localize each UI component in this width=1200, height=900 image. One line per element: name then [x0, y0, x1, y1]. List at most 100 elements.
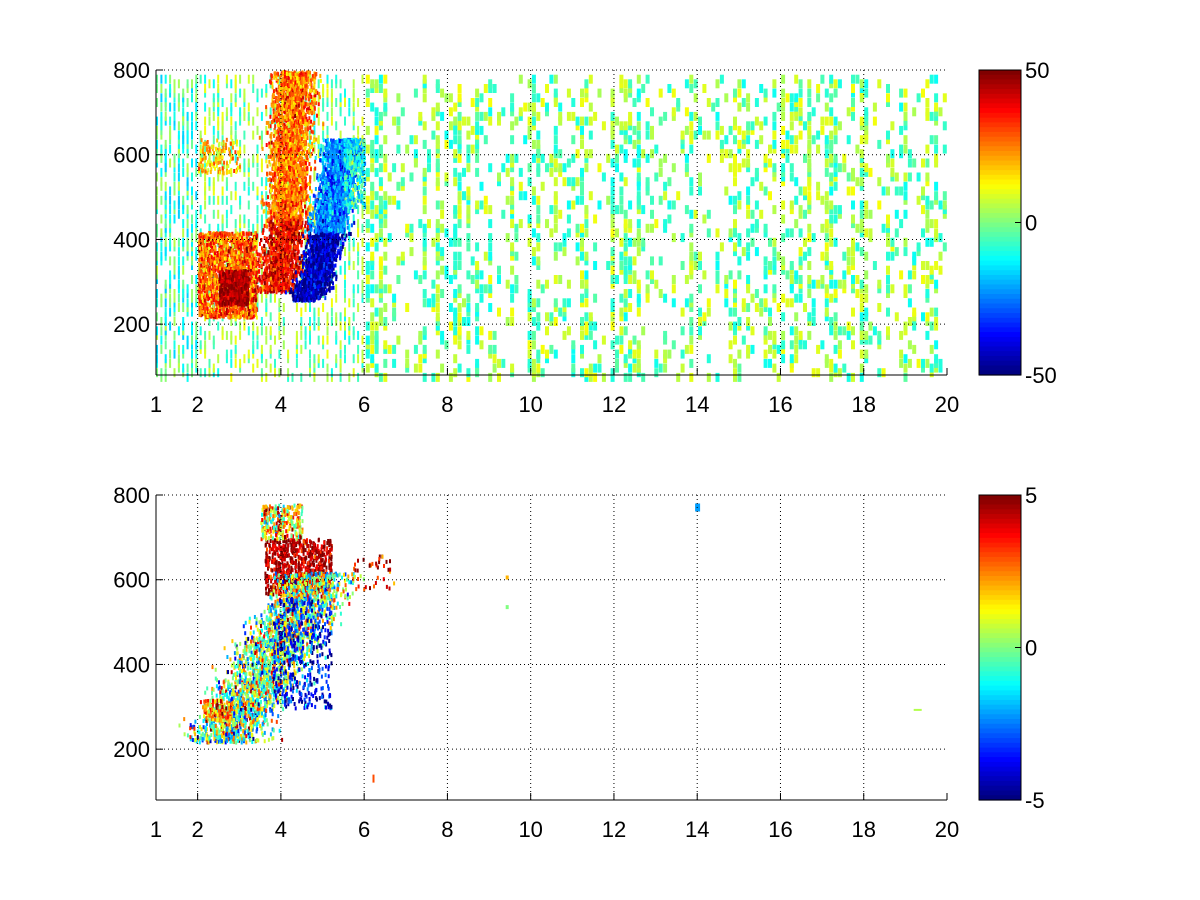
- heatmap-cell: [186, 209, 189, 219]
- heatmap-cell: [746, 251, 751, 261]
- heatmap-cell: [195, 293, 198, 303]
- heatmap-cell: [684, 163, 689, 173]
- heatmap-cell: [383, 200, 388, 210]
- heatmap-cell: [186, 372, 189, 382]
- heatmap-cell: [202, 282, 205, 287]
- heatmap-cell: [453, 368, 458, 378]
- heatmap-cell: [829, 93, 834, 103]
- heatmap-cell: [864, 167, 869, 177]
- heatmap-cell: [348, 223, 351, 233]
- heatmap-cell: [899, 102, 904, 112]
- heatmap-cell: [156, 74, 158, 84]
- heatmap-cell: [309, 298, 311, 308]
- heatmap-cell: [864, 135, 869, 145]
- heatmap-cell: [309, 358, 311, 368]
- heatmap-cell: [580, 172, 584, 182]
- heatmap-cell: [235, 314, 238, 319]
- heatmap-cell: [422, 372, 427, 382]
- heatmap-cell: [413, 363, 418, 373]
- heatmap-cell: [269, 363, 272, 373]
- heatmap-cell: [457, 363, 462, 373]
- heatmap-cell: [217, 98, 220, 107]
- heatmap-cell: [173, 121, 176, 131]
- heatmap-cell: [227, 249, 230, 254]
- heatmap-cell: [588, 363, 593, 373]
- heatmap-cell: [255, 259, 258, 264]
- heatmap-cell: [558, 307, 563, 317]
- heatmap-cell: [584, 116, 589, 126]
- heatmap-cell: [344, 116, 346, 126]
- heatmap-cell: [339, 312, 342, 322]
- heatmap-cell: [212, 93, 215, 103]
- heatmap-cell: [789, 205, 794, 215]
- heatmap-cell: [383, 372, 388, 382]
- heatmap-cell: [254, 302, 257, 307]
- heatmap-cell: [422, 326, 427, 336]
- heatmap-cell: [479, 200, 484, 210]
- heatmap-cell: [619, 293, 624, 303]
- heatmap-cell: [383, 284, 388, 294]
- heatmap-cell: [593, 111, 598, 121]
- heatmap-cell: [252, 247, 255, 257]
- heatmap-cell: [623, 298, 628, 308]
- heatmap-cell: [198, 248, 201, 253]
- heatmap-cell: [177, 326, 180, 336]
- heatmap-cell: [207, 296, 210, 301]
- heatmap-cell: [553, 74, 558, 84]
- heatmap-cell: [232, 310, 235, 315]
- heatmap-cell: [829, 293, 834, 303]
- heatmap-cell: [457, 237, 462, 247]
- heatmap-cell: [536, 139, 541, 149]
- heatmap-cell: [335, 121, 338, 131]
- heatmap-cell: [383, 74, 388, 84]
- heatmap-cell: [658, 116, 663, 126]
- heatmap-cell: [531, 153, 536, 163]
- heatmap-cell: [610, 247, 615, 257]
- heatmap-cell: [619, 251, 624, 261]
- heatmap-cell: [182, 344, 185, 354]
- heatmap-cell: [265, 191, 268, 201]
- heatmap-cell: [221, 121, 224, 131]
- heatmap-cell: [204, 102, 207, 112]
- heatmap-cell: [212, 368, 215, 378]
- heatmap-cell: [671, 88, 676, 98]
- heatmap-cell: [488, 275, 493, 284]
- heatmap-cell: [903, 237, 908, 247]
- heatmap-cell: [214, 315, 217, 320]
- heatmap-cell: [247, 177, 250, 187]
- heatmap-cell: [610, 298, 615, 308]
- heatmap-cell: [636, 284, 641, 294]
- heatmap-cell: [728, 321, 733, 331]
- heatmap-cell: [186, 135, 189, 145]
- heatmap-cell: [763, 223, 768, 233]
- heatmap-cell: [864, 228, 869, 238]
- heatmap-cell: [636, 144, 641, 154]
- heatmap-cell: [453, 125, 458, 135]
- heatmap-cell: [798, 340, 803, 350]
- heatmap-cell: [418, 111, 423, 121]
- heatmap-cell: [934, 158, 939, 168]
- heatmap-cell: [566, 228, 571, 238]
- heatmap-cell: [435, 270, 440, 280]
- heatmap-cell: [610, 307, 615, 317]
- heatmap-cell: [224, 243, 227, 248]
- heatmap-cell: [169, 130, 172, 140]
- heatmap-cell: [772, 335, 777, 345]
- heatmap-cell: [431, 303, 436, 312]
- heatmap-cell: [929, 307, 934, 317]
- heatmap-cell: [247, 326, 250, 336]
- heatmap-cell: [156, 251, 158, 261]
- heatmap-cell: [545, 219, 549, 229]
- heatmap-cell: [203, 267, 206, 272]
- heatmap-cell: [768, 317, 772, 326]
- heatmap-cell: [195, 247, 198, 257]
- heatmap-cell: [191, 93, 193, 103]
- heatmap-cell: [575, 256, 580, 266]
- heatmap-cell: [202, 272, 205, 277]
- heatmap-cell: [205, 235, 208, 240]
- heatmap-cell: [903, 191, 908, 201]
- heatmap-cell: [204, 344, 207, 354]
- heatmap-cell: [435, 284, 440, 294]
- heatmap-cell: [724, 289, 729, 298]
- heatmap-cell: [763, 349, 768, 359]
